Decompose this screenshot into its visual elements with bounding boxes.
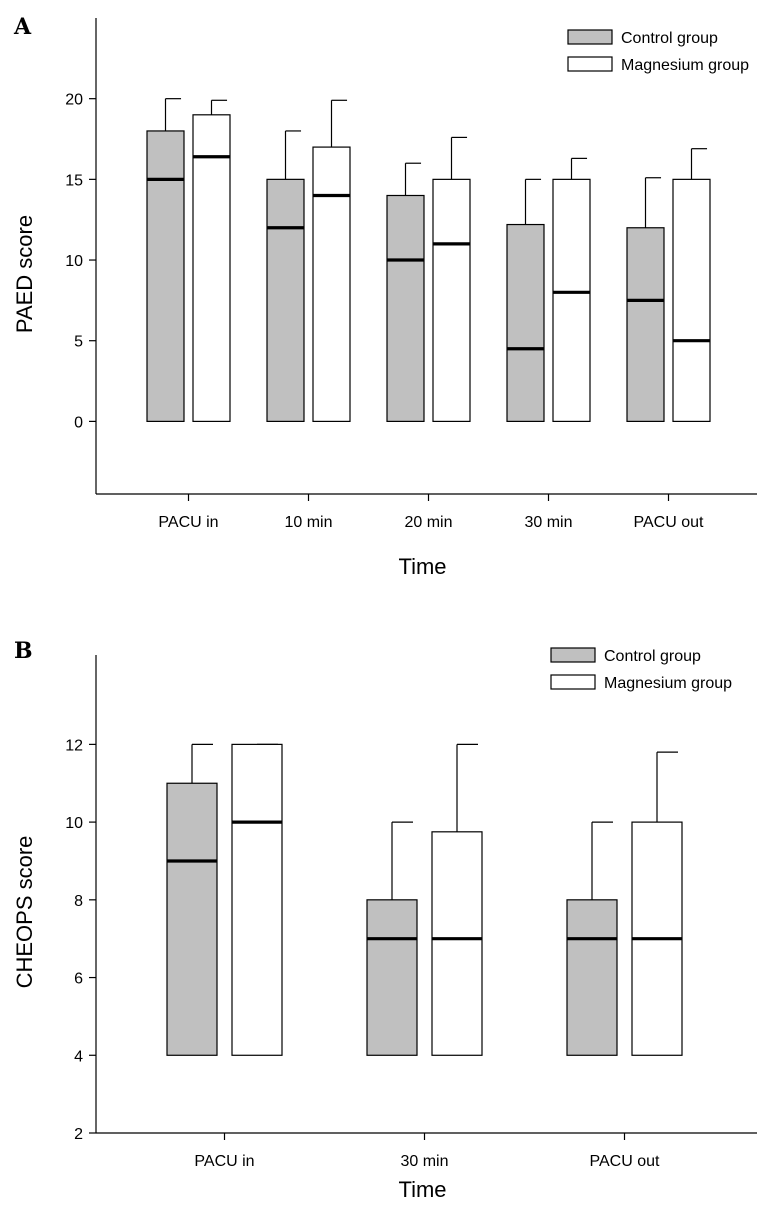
x-tick-label: PACU out: [634, 514, 705, 531]
magnesium-box: [552, 178, 591, 422]
legend-swatch: [550, 674, 596, 690]
magnesium-box: [231, 743, 283, 1056]
control-box: [366, 899, 418, 1056]
legend-swatch: [567, 56, 613, 72]
y-tick-label: 4: [74, 1048, 83, 1065]
y-tick-label: 5: [74, 334, 83, 351]
y-tick-label: 12: [65, 737, 83, 754]
control-box: [166, 782, 218, 1056]
legend-label: Control group: [621, 30, 718, 47]
x-tick-label: 10 min: [284, 514, 332, 531]
y-tick-label: 20: [65, 92, 83, 109]
control-box: [506, 223, 545, 422]
y-tick-label: 2: [74, 1126, 83, 1143]
magnesium-box: [432, 178, 471, 422]
panel-label: B: [14, 638, 33, 664]
magnesium-box: [431, 831, 483, 1056]
magnesium-box: [312, 146, 351, 422]
panel-label: A: [13, 14, 32, 40]
x-tick-label: PACU out: [590, 1153, 661, 1170]
y-axis-title: PAED score: [12, 215, 37, 333]
control-box: [386, 194, 425, 422]
y-axis-title: CHEOPS score: [12, 836, 37, 989]
x-axis-title: Time: [398, 1177, 446, 1202]
control-box: [146, 130, 185, 422]
legend-label: Magnesium group: [621, 57, 749, 74]
control-box: [266, 178, 305, 422]
magnesium-box: [672, 178, 711, 422]
legend-swatch: [567, 29, 613, 45]
panel-b: B 2 4 6 8 10 12 PACU in 30 min PACU out Time CHEOPS…: [12, 638, 757, 1202]
y-tick-label: 8: [74, 893, 83, 910]
y-tick-label: 10: [65, 815, 83, 832]
magnesium-box: [192, 114, 231, 422]
legend-label: Control group: [604, 648, 701, 665]
x-tick-label: 20 min: [404, 514, 452, 531]
x-tick-label: PACU in: [194, 1153, 254, 1170]
y-tick-label: 10: [65, 253, 83, 270]
y-tick-label: 15: [65, 172, 83, 189]
y-tick-label: 6: [74, 971, 83, 988]
x-tick-label: 30 min: [524, 514, 572, 531]
control-box: [566, 899, 618, 1056]
control-box: [626, 227, 665, 422]
x-tick-label: PACU in: [158, 514, 218, 531]
legend-swatch: [550, 647, 596, 663]
x-tick-label: 30 min: [400, 1153, 448, 1170]
panel-a: A 0 5 10 15 20 PACU in 10 min 20 min 30 min PACU o…: [12, 14, 757, 579]
x-axis-title: Time: [398, 554, 446, 579]
y-tick-label: 0: [74, 414, 83, 431]
legend-label: Magnesium group: [604, 675, 732, 692]
